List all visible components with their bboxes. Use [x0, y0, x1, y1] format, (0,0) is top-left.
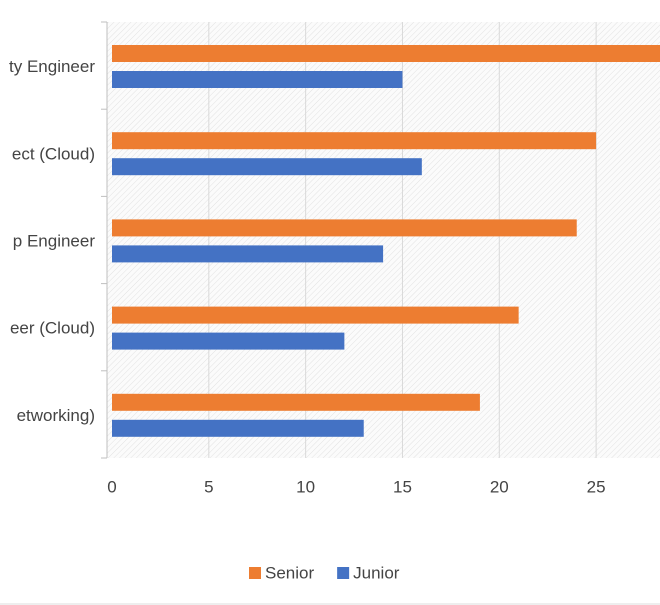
y-tick-label: ect (Cloud) [12, 144, 95, 163]
bar [112, 71, 403, 88]
x-tick-label: 0 [107, 477, 116, 496]
x-tick-label: 5 [204, 477, 213, 496]
legend-swatch [337, 567, 350, 579]
bar [112, 158, 422, 176]
bar [112, 45, 660, 62]
y-tick-label: ty Engineer [9, 57, 95, 76]
bar [112, 306, 519, 324]
y-tick-label: eer (Cloud) [10, 319, 95, 338]
x-tick-label: 20 [490, 477, 509, 496]
bar [112, 419, 364, 437]
legend-swatch [249, 567, 261, 579]
x-tick-label: 25 [587, 477, 606, 496]
x-tick-label: 10 [296, 477, 315, 496]
legend-label: Junior [353, 563, 400, 582]
plot-background [107, 22, 660, 458]
bar [112, 132, 597, 150]
bar [112, 332, 345, 350]
bar [112, 393, 480, 411]
legend-label: Senior [265, 563, 314, 582]
bar [112, 219, 577, 237]
y-tick-label: etworking) [17, 406, 95, 425]
x-tick-label: 15 [393, 477, 412, 496]
bar [112, 245, 384, 263]
y-tick-label: p Engineer [13, 231, 96, 250]
